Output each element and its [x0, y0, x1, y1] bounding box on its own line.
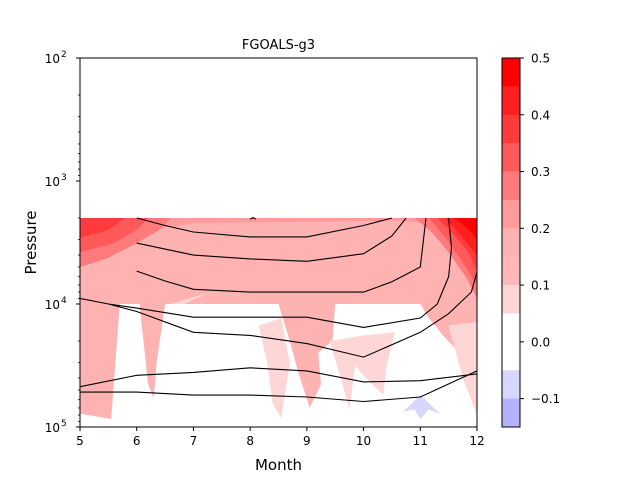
- chart-title: FGOALS-g3: [242, 38, 315, 53]
- contour-line-2: [136, 217, 427, 293]
- x-axis: 5 6 7 8 9 10 11 12: [76, 427, 485, 448]
- colorbar-segment-2: [502, 114, 520, 144]
- contour-fill-9: [403, 395, 441, 419]
- contour-line-5: [80, 367, 477, 388]
- contour-line-3: [80, 217, 453, 328]
- x-tick-label: 10: [356, 434, 371, 448]
- colorbar-segment-7: [502, 256, 520, 286]
- x-axis-title: Month: [255, 456, 302, 474]
- colorbar: 0.5 0.4 0.3 0.2 0.1 0.0 −0.1: [501, 52, 560, 428]
- contour-fill-7: [448, 322, 477, 416]
- y-tick-label: 10: [45, 298, 60, 312]
- colorbar-segment-5: [502, 199, 520, 229]
- contour-fill-15: [80, 218, 126, 238]
- x-tick-label: 6: [133, 434, 141, 448]
- x-tick-label: 5: [76, 434, 84, 448]
- colorbar-segment-1: [502, 86, 520, 116]
- filled-contours: [80, 218, 477, 419]
- contour-fill-5: [258, 318, 290, 419]
- y-tick-label: 10: [45, 421, 60, 435]
- x-tick-label: 9: [303, 434, 311, 448]
- colorbar-segment-0: [502, 58, 520, 87]
- colorbar-tick-label: 0.2: [531, 222, 550, 236]
- colorbar-frame: [501, 57, 521, 428]
- contour-fill-8: [170, 292, 211, 304]
- colorbar-segment-6: [502, 228, 520, 257]
- y-tick-exponent: 4: [61, 296, 67, 306]
- colorbar-tick-label: 0.0: [531, 335, 550, 349]
- contour-fill-6: [329, 332, 395, 410]
- contour-line-6: [80, 370, 477, 403]
- contour-fill-2: [139, 304, 166, 398]
- plot-frame: [79, 57, 478, 428]
- x-tick-label: 7: [190, 434, 198, 448]
- contour-fill-1: [80, 304, 120, 419]
- colorbar-segment-9: [502, 313, 520, 371]
- contour-line-7: [249, 216, 257, 220]
- x-tick-label: 11: [413, 434, 428, 448]
- contour-fill-3: [278, 304, 336, 408]
- contour-lines: [80, 216, 477, 403]
- colorbar-segment-8: [502, 285, 520, 314]
- contour-fill-18: [454, 218, 477, 240]
- colorbar-tick-label: 0.5: [531, 52, 550, 66]
- contour-fill-10: [80, 218, 477, 244]
- y-tick-exponent: 3: [61, 173, 67, 183]
- y-tick-exponent: 5: [61, 419, 67, 429]
- colorbar-segment-4: [502, 171, 520, 201]
- colorbar-tick-label: 0.1: [531, 279, 550, 293]
- contour-line-0: [136, 217, 393, 238]
- x-tick-label: 12: [469, 434, 484, 448]
- colorbar-segment-10: [502, 370, 520, 399]
- colorbar-tick-label: 0.4: [531, 108, 550, 122]
- y-tick-label: 10: [45, 175, 60, 189]
- colorbar-segment-11: [502, 398, 520, 428]
- contour-line-4: [108, 271, 477, 358]
- colorbar-segment-3: [502, 143, 520, 172]
- colorbar-tick-label: −0.1: [531, 392, 560, 406]
- x-tick-label: 8: [246, 434, 254, 448]
- y-tick-exponent: 2: [61, 50, 67, 60]
- y-axis-title: Pressure: [22, 210, 40, 274]
- colorbar-tick-label: 0.3: [531, 165, 550, 179]
- contour-fill-0: [80, 218, 477, 304]
- contour-line-1: [136, 217, 407, 262]
- y-tick-label: 10: [45, 52, 60, 66]
